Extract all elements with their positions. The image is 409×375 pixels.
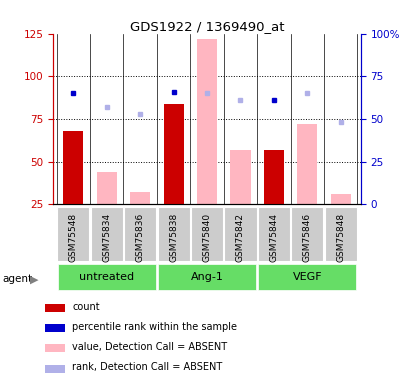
Text: GSM75836: GSM75836 [135,213,144,262]
Bar [263,150,283,204]
FancyBboxPatch shape [157,264,256,290]
Bar [45,304,65,312]
Text: GSM75548: GSM75548 [69,213,78,262]
Title: GDS1922 / 1369490_at: GDS1922 / 1369490_at [130,20,283,33]
Text: untreated: untreated [79,272,134,282]
Bar [97,172,117,204]
Text: VEGF: VEGF [292,272,321,282]
FancyBboxPatch shape [224,207,256,261]
Text: GSM75846: GSM75846 [302,213,311,262]
FancyBboxPatch shape [57,207,89,261]
Text: agent: agent [2,274,32,284]
Text: GSM75842: GSM75842 [236,213,244,262]
Bar [163,104,183,204]
Bar [45,344,65,352]
Text: GSM75838: GSM75838 [169,213,178,262]
Text: GSM75834: GSM75834 [102,213,111,262]
Text: value, Detection Call = ABSENT: value, Detection Call = ABSENT [72,342,227,352]
FancyBboxPatch shape [258,264,355,290]
Bar [45,324,65,332]
Bar [330,194,350,204]
FancyBboxPatch shape [58,264,155,290]
FancyBboxPatch shape [290,207,323,261]
Text: GSM75848: GSM75848 [335,213,344,262]
FancyBboxPatch shape [157,207,189,261]
Text: rank, Detection Call = ABSENT: rank, Detection Call = ABSENT [72,362,222,372]
Text: GSM75844: GSM75844 [269,213,278,262]
Text: GSM75840: GSM75840 [202,213,211,262]
FancyBboxPatch shape [124,207,156,261]
Text: count: count [72,302,100,312]
FancyBboxPatch shape [191,207,222,261]
Text: ▶: ▶ [29,274,38,284]
Bar [63,131,83,204]
FancyBboxPatch shape [90,207,123,261]
Bar [130,192,150,204]
FancyBboxPatch shape [257,207,289,261]
Bar [297,124,317,204]
Bar [230,150,250,204]
Bar [45,364,65,373]
FancyBboxPatch shape [324,207,356,261]
Text: percentile rank within the sample: percentile rank within the sample [72,322,237,332]
Text: Ang-1: Ang-1 [190,272,223,282]
Bar [197,39,216,204]
